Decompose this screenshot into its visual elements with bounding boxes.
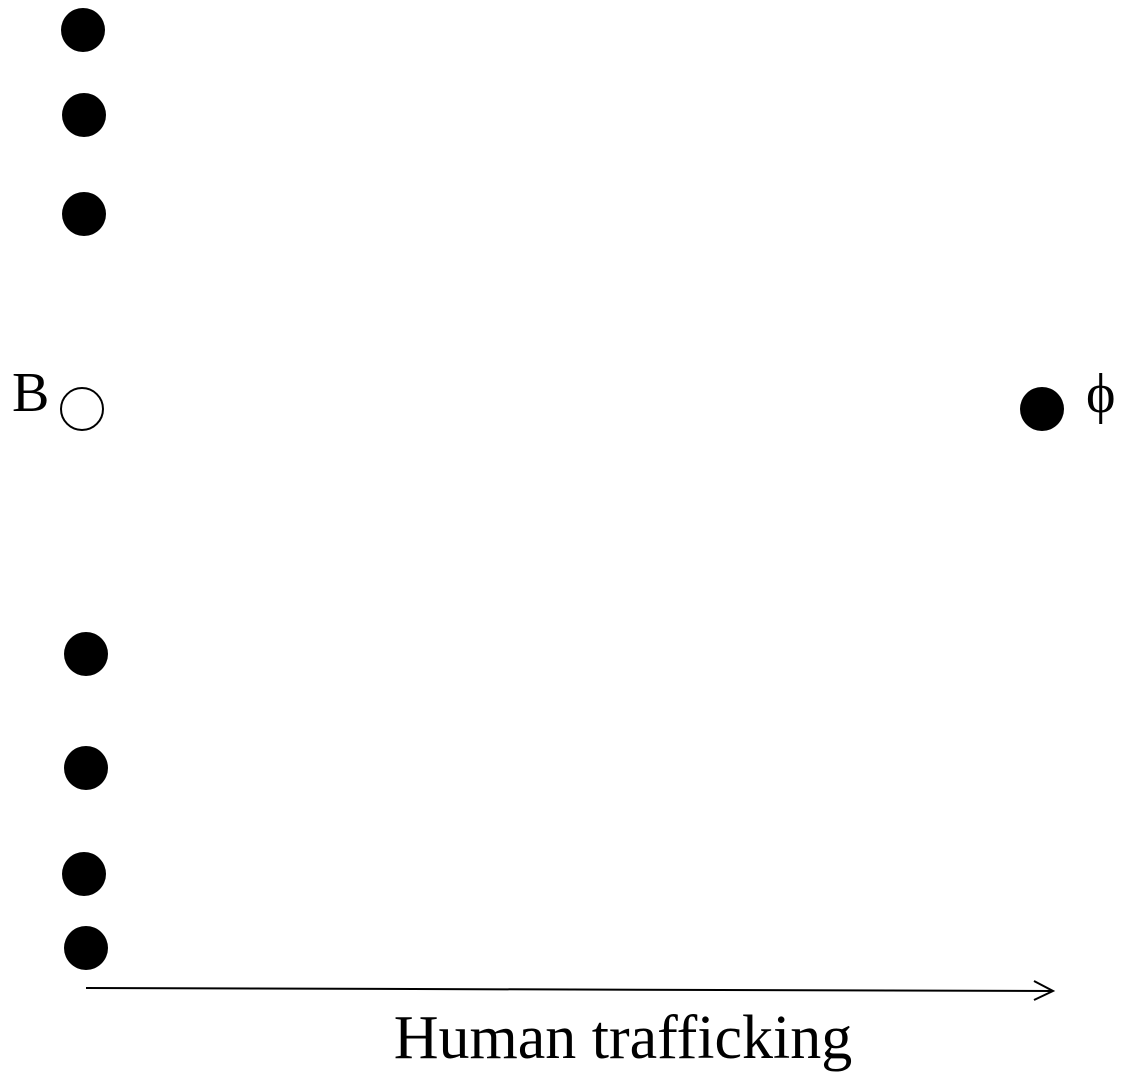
open-dot (60, 387, 104, 431)
dot (62, 192, 106, 236)
dot (64, 746, 108, 790)
node-label: B (12, 362, 49, 424)
dot (64, 926, 108, 970)
arrow-head (1033, 980, 1056, 1001)
dot (62, 852, 106, 896)
dot (61, 8, 105, 52)
axis-line (85, 987, 1053, 992)
dot (62, 93, 106, 137)
axis-label: Human trafficking (394, 1004, 853, 1072)
dot (64, 632, 108, 676)
dot (1020, 387, 1064, 431)
dots (61, 8, 1064, 970)
node-label: ϕ (1086, 363, 1115, 425)
